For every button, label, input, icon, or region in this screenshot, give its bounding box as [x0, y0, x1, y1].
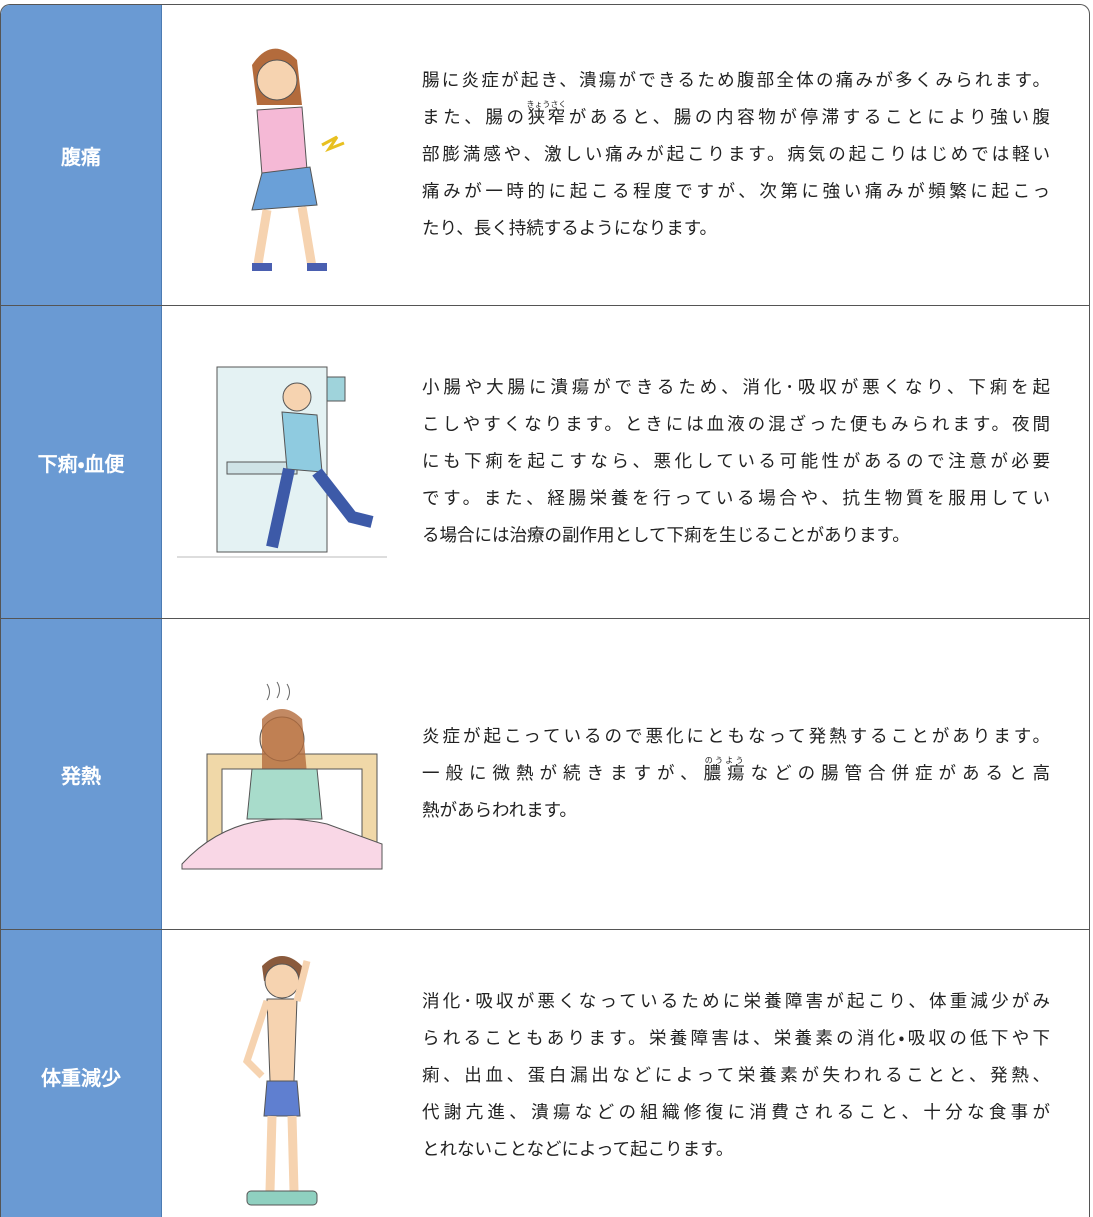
ruby-reading: きょうさく [526, 99, 567, 109]
illustration [162, 5, 402, 305]
row-label: 発熱 [1, 619, 162, 929]
text-line: こしやすくなります。ときには血液の混ざった便もみられます。夜間 [422, 414, 1050, 435]
ruby-base: 膿瘍 [703, 763, 751, 784]
text-segment: また、腸の [422, 107, 528, 128]
text-line: また、腸の狭窄きょうさくがあると、腸の内容物が停滞することにより強い腹 [422, 100, 1050, 137]
fever-figure [181, 681, 383, 870]
text-line: 消化･吸収が悪くなっているために栄養障害が起こり、体重減少がみ [422, 991, 1050, 1012]
description: 消化･吸収が悪くなっているために栄養障害が起こり、体重減少がみ られることもありま… [422, 930, 1050, 1217]
row-label: 腹痛 [1, 5, 162, 305]
text-line: 一般に微熱が続きますが、膿瘍のうようなどの腸管合併症があると高 [422, 756, 1050, 793]
text-line: る場合には治療の副作用として下痢を生じることがあります。 [422, 525, 910, 546]
row: 下痢・血便 小腸や大腸に潰瘍ができるため、消化･吸収が悪くなり、下痢を起 こしやす… [1, 306, 1089, 619]
description: 小腸や大腸に潰瘍ができるため、消化･吸収が悪くなり、下痢を起 こしやすくなります。… [422, 306, 1050, 618]
ruby-base: 狭窄 [526, 107, 567, 128]
text-line: です。また、経腸栄養を行っている場合や、抗生物質を服用してい [422, 488, 1050, 509]
text-line: にも下痢を起こすなら、悪化している可能性があるので注意が必要 [422, 451, 1050, 472]
text-segment: などの腸管合併症があると高 [750, 763, 1051, 784]
row: 体重減少 消化･吸収が悪くなっているために栄養障害が起こり、体重減少がみ られるこ… [1, 930, 1089, 1217]
text-segment: があると、腸の内容物が停滞することにより強い腹 [565, 107, 1051, 128]
text-line: 炎症が起こっているので悪化にともなって発熱することがあります。 [422, 726, 1050, 747]
text-line: 部膨満感や、激しい痛みが起こります。病気の起こりはじめでは軽い [422, 144, 1050, 165]
text-line: たり、長く持続するようになります。 [422, 218, 718, 239]
text-line: とれないことなどによって起こります。 [422, 1139, 734, 1160]
toilet-run-figure [177, 366, 387, 558]
row: 腹痛 腸に炎症が起き、潰瘍ができるため腹部全体の痛みが多くみられます。 また、腸の… [1, 5, 1089, 306]
stomachache-figure [251, 48, 345, 271]
ruby-word: 膿瘍のうよう [703, 756, 751, 784]
row: 発熱 炎症が起こっているので悪化にともなって発熱することがあります。 一般に微熱が… [1, 619, 1089, 930]
description: 腸に炎症が起き、潰瘍ができるため腹部全体の痛みが多くみられます。 また、腸の狭窄き… [422, 5, 1050, 305]
text-line: 小腸や大腸に潰瘍ができるため、消化･吸収が悪くなり、下痢を起 [422, 377, 1050, 398]
text-line: られることもあります。栄養障害は、栄養素の消化・吸収の低下や下 [422, 1028, 1050, 1049]
text-line: 代謝亢進、潰瘍などの組織修復に消費されること、十分な食事が [422, 1102, 1050, 1123]
text-line: 熱があらわれます。 [422, 800, 577, 821]
illustration [162, 930, 402, 1217]
symptom-table: 腹痛 腸に炎症が起き、潰瘍ができるため腹部全体の痛みが多くみられます。 また、腸の… [0, 4, 1090, 1217]
description: 炎症が起こっているので悪化にともなって発熱することがあります。 一般に微熱が続きま… [422, 619, 1050, 929]
illustration [162, 619, 402, 929]
row-label: 体重減少 [1, 930, 162, 1217]
illustration [162, 306, 402, 618]
text-line: 腸に炎症が起き、潰瘍ができるため腹部全体の痛みが多くみられます。 [422, 70, 1050, 91]
ruby-word: 狭窄きょうさく [526, 100, 567, 128]
row-label: 下痢・血便 [1, 306, 162, 618]
text-segment: 一般に微熱が続きますが、 [422, 763, 704, 784]
ruby-reading: のうよう [703, 755, 745, 765]
text-line: 痢、出血、蛋白漏出などによって栄養素が失われることと、発熱、 [422, 1065, 1050, 1086]
weight-loss-figure [242, 956, 318, 1206]
text-line: 痛みが一時的に起こる程度ですが、次第に強い痛みが頻繁に起こっ [422, 181, 1050, 202]
